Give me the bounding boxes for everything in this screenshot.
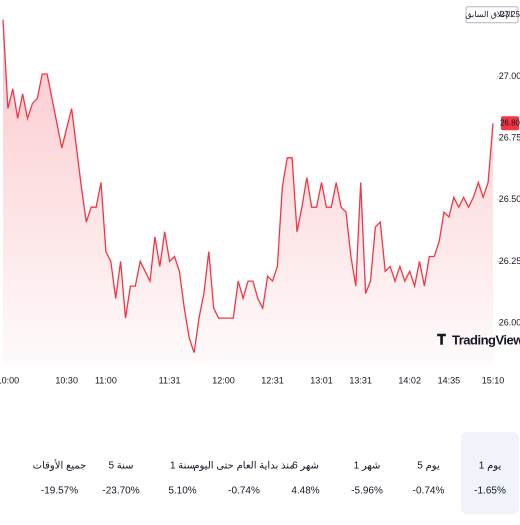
x-tick-label: 13:01 bbox=[310, 375, 333, 385]
period-tab[interactable] bbox=[92, 432, 150, 514]
period-tab[interactable] bbox=[400, 432, 458, 514]
y-tick-label: 26.50 bbox=[499, 194, 520, 204]
y-tick-label: 27.00 bbox=[499, 71, 520, 81]
price-line bbox=[2, 19, 494, 353]
last-price-badge bbox=[501, 116, 519, 131]
period-change: -0.74% bbox=[413, 486, 445, 497]
prev-close-value: 27.25 bbox=[500, 10, 520, 19]
x-tick-label: 13:31 bbox=[349, 375, 372, 385]
period-name: 1 يوم bbox=[479, 461, 502, 472]
x-tick-label: 10:30 bbox=[55, 375, 78, 385]
y-tick-label: 26.00 bbox=[499, 317, 520, 327]
period-change: -23.70% bbox=[102, 486, 139, 497]
period-name: 1 شهر bbox=[354, 461, 381, 472]
x-tick-label: 11:00 bbox=[95, 375, 117, 385]
period-tab[interactable] bbox=[31, 432, 89, 514]
prev-close-text: الإغلاق السابق bbox=[465, 10, 512, 19]
period-name: 6 شهر bbox=[292, 461, 319, 472]
x-tick-label: 11:31 bbox=[159, 375, 181, 385]
period-change: 5.10% bbox=[168, 486, 196, 497]
x-tick-label: 14:02 bbox=[398, 375, 421, 385]
x-tick-label: 12:31 bbox=[261, 375, 284, 385]
period-change: -0.74% bbox=[228, 486, 260, 497]
y-tick-label: 26.75 bbox=[499, 132, 520, 142]
period-tab[interactable] bbox=[154, 432, 212, 514]
period-tab[interactable] bbox=[461, 432, 519, 514]
period-name: منذ بداية العام حتى اليوم bbox=[193, 461, 294, 472]
period-tab-selected bbox=[461, 432, 519, 514]
period-change: -19.57% bbox=[41, 486, 78, 497]
prev-close-badge bbox=[465, 6, 519, 24]
x-tick-label: 10:00 bbox=[0, 375, 19, 385]
period-change: -5.96% bbox=[351, 486, 383, 497]
period-name: جميع الأوقات bbox=[33, 460, 87, 472]
x-tick-label: 15:10 bbox=[482, 375, 505, 385]
period-tab[interactable] bbox=[338, 432, 396, 514]
x-tick-label: 14:35 bbox=[438, 375, 461, 385]
watermark: TradingView bbox=[452, 332, 520, 347]
y-tick-label: 26.25 bbox=[499, 256, 520, 266]
period-tab[interactable] bbox=[215, 432, 273, 514]
period-change: 4.48% bbox=[291, 486, 319, 497]
period-name: 5 يوم bbox=[417, 461, 440, 472]
period-name: 1 سنة bbox=[170, 461, 195, 472]
period-change: -1.65% bbox=[474, 486, 506, 497]
logo-mark: 𝐓 bbox=[437, 332, 446, 348]
period-tab[interactable] bbox=[277, 432, 335, 514]
area-fill bbox=[3, 19, 493, 365]
period-name: 5 سنة bbox=[108, 461, 133, 472]
last-price-label: 26.80 bbox=[500, 118, 520, 127]
x-tick-label: 12:00 bbox=[212, 375, 235, 385]
